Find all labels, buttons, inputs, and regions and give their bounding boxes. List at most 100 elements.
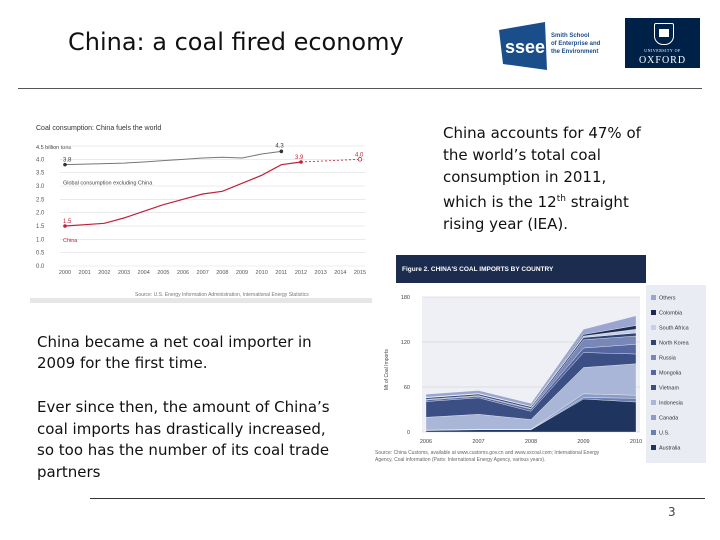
chart1-source: Source: U.S. Energy Information Administ… — [135, 292, 309, 298]
chart1-xtick: 2005 — [157, 270, 169, 276]
chart2-legend-label: Colombia — [659, 311, 683, 317]
chart1-xtick: 2011 — [275, 270, 287, 276]
imports-increase-text: Ever since then, the amount of China’s c… — [37, 398, 330, 481]
coal-consumption-chart: Coal consumption: China fuels the world 4… — [30, 118, 372, 308]
chart2-xtick: 2008 — [525, 439, 537, 445]
chart1-xtick: 2008 — [216, 270, 228, 276]
chart1-series-global — [64, 150, 282, 166]
chart2-legend-label: Mongolia — [659, 371, 682, 377]
chart2-xtick: 2010 — [630, 439, 642, 445]
chart2-legend-label: Others — [659, 296, 676, 302]
chart2-xtick: 2006 — [420, 439, 432, 445]
chart1-bg — [30, 118, 372, 308]
oxford-label: OXFORD — [638, 55, 687, 66]
chart1-ytick: 1.5 — [36, 224, 45, 230]
chart1-series-china — [64, 161, 302, 227]
chart1-xtick: 2010 — [256, 270, 268, 276]
chart2-ytick: 120 — [401, 340, 410, 346]
chart1-ytick: 3.5 — [36, 171, 45, 177]
chart1-point — [63, 162, 67, 167]
chart2-legend-label: Russia — [659, 356, 677, 362]
chart2-legend-label: South Africa — [659, 326, 690, 332]
chart1-xtick: 2003 — [118, 270, 130, 276]
chart1-point — [279, 149, 284, 154]
chart1-unit-label: 4.5 billion tons — [36, 145, 71, 151]
chart2-legend-label: Indonesia — [659, 401, 684, 407]
ssee-logo: ssee Smith School of Enterprise and the … — [499, 22, 601, 70]
chart2-legend-label: U.S. — [659, 431, 670, 437]
oxford-logo: UNIVERSITY OF OXFORD — [625, 18, 700, 68]
chart2-legend-swatch — [651, 325, 656, 330]
chart1-ytick: 4.0 — [36, 157, 45, 163]
chart1-xtick: 2015 — [354, 270, 366, 276]
chart2-legend-label: North Korea — [659, 341, 690, 347]
chart1-ytick: 1.0 — [36, 237, 45, 243]
chart2-ytick: 0 — [407, 430, 410, 436]
coal-imports-chart: Figure 2. CHINA'S COAL IMPORTS BY COUNTR… — [372, 255, 706, 465]
chart1-data-label: 3.9 — [295, 155, 304, 161]
chart2-xtick: 2007 — [472, 439, 484, 445]
chart1-ytick: 3.0 — [36, 184, 45, 190]
chart1-xtick: 2007 — [197, 270, 209, 276]
chart2-title: Figure 2. CHINA'S COAL IMPORTS BY COUNTR… — [402, 266, 554, 273]
oxford-university-label: UNIVERSITY OF — [644, 48, 681, 53]
chart1-xtick: 2001 — [79, 270, 91, 276]
ssee-sub-3: the Environment — [551, 49, 598, 55]
chart1-xtick: 2012 — [295, 270, 307, 276]
chart2-legend-swatch — [651, 295, 656, 300]
chart2-legend-swatch — [651, 445, 656, 450]
chart2-legend-label: Australia — [659, 446, 681, 452]
imports-source: Source: China Customs, available at www.… — [375, 450, 665, 464]
title-divider — [18, 88, 702, 89]
chart1-footer-bar — [30, 298, 372, 303]
ssee-sub-1: Smith School — [551, 33, 590, 39]
chart2-xtick: 2009 — [577, 439, 589, 445]
chart1-xtick: 2013 — [315, 270, 327, 276]
imports-source-line-1: Source: China Customs, available at www.… — [375, 450, 600, 456]
consumption-text: China accounts for 47% of the world’s to… — [443, 122, 643, 235]
chart1-point — [357, 157, 363, 162]
chart1-ytick: 2.5 — [36, 197, 45, 203]
footer-divider — [90, 498, 705, 499]
chart2-legend-swatch — [651, 400, 656, 405]
chart1-xtick: 2000 — [59, 270, 71, 276]
oxford-crest-icon — [654, 23, 674, 45]
chart1-xtick: 2004 — [138, 270, 150, 276]
ssee-sub-2: of Enterprise and — [551, 41, 601, 47]
imports-source-line-2: Agency, Coal information (Paris: Interna… — [375, 457, 546, 463]
chart1-data-label: 3.8 — [63, 158, 72, 164]
chart2-legend-swatch — [651, 340, 656, 345]
chart1-series-label: Global consumption excluding China — [63, 181, 153, 187]
chart1-series-label: China — [63, 238, 78, 244]
chart1-ytick: 0.5 — [36, 251, 45, 257]
chart2-legend-label: Vietnam — [659, 386, 679, 392]
chart1-point — [63, 224, 67, 228]
chart2-legend-swatch — [651, 370, 656, 375]
chart2-legend-swatch — [651, 415, 656, 420]
chart2-legend-swatch — [651, 430, 656, 435]
chart2-ytick: 180 — [401, 295, 410, 301]
chart2-ytick: 60 — [404, 385, 410, 391]
chart2-legend-swatch — [651, 385, 656, 390]
chart2-ylabel: Mt of Coal Imports — [384, 349, 390, 390]
chart1-point — [299, 160, 303, 164]
chart1-title: Coal consumption: China fuels the world — [36, 125, 161, 132]
chart1-xtick: 2002 — [98, 270, 110, 276]
chart1-ytick: 2.0 — [36, 211, 45, 217]
chart1-xtick: 2014 — [334, 270, 346, 276]
chart2-legend-swatch — [651, 310, 656, 315]
chart1-data-label: 4.0 — [355, 152, 364, 158]
chart1-xtick: 2009 — [236, 270, 248, 276]
chart2-area-others — [425, 315, 637, 407]
chart1-china-projection — [300, 158, 361, 163]
chart2-title-bar — [396, 255, 646, 283]
consumption-text-sup: th — [556, 194, 566, 204]
consumption-text-b: straight rising year (IEA). — [443, 193, 629, 233]
ssee-logo-text: ssee — [505, 37, 545, 57]
chart2-legend-label: Canada — [659, 416, 679, 422]
slide-title: China: a coal fired economy — [68, 28, 404, 56]
page-number: 3 — [668, 505, 676, 519]
net-importer-text: China became a net coal importer in 2009… — [37, 333, 312, 372]
chart1-data-label: 1.5 — [63, 219, 72, 225]
consumption-text-a: China accounts for 47% of the world’s to… — [443, 124, 641, 211]
